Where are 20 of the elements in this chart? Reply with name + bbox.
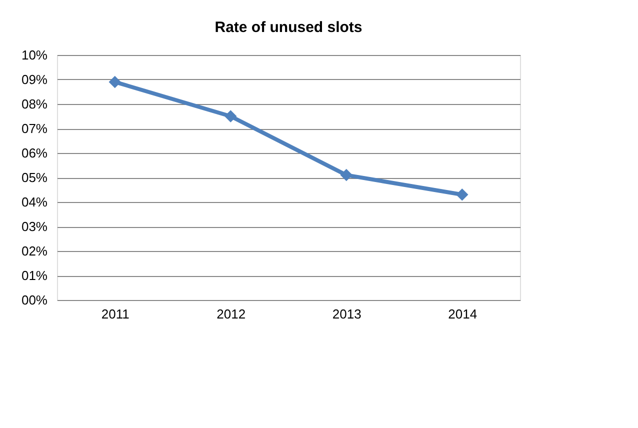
point (340, 168, 352, 182)
chart-title: Rate of unused slots (214, 19, 362, 36)
x-tick-label: 2012 (216, 306, 246, 322)
y-tick-label: 10% (21, 48, 48, 62)
y-tick-label: 02% (21, 244, 48, 258)
y-tick-label: 03% (21, 219, 48, 234)
point (224, 110, 237, 122)
y-tick-label: 00% (21, 292, 48, 308)
point (108, 76, 121, 88)
x-tick-label: 2014 (448, 306, 478, 322)
y-tick-label: 05% (21, 170, 48, 185)
x-tick-label: 2011 (101, 306, 130, 322)
y-tick-label: 09% (21, 72, 48, 87)
y-tick-label: 04% (21, 194, 48, 210)
y-tick-label: 08% (21, 96, 48, 112)
y-tick-label: 07% (21, 121, 48, 136)
y-tick-label: 01% (21, 268, 48, 283)
y-tick-label: 06% (21, 146, 48, 160)
point (456, 188, 468, 201)
x-tick-label: 2013 (332, 306, 362, 322)
